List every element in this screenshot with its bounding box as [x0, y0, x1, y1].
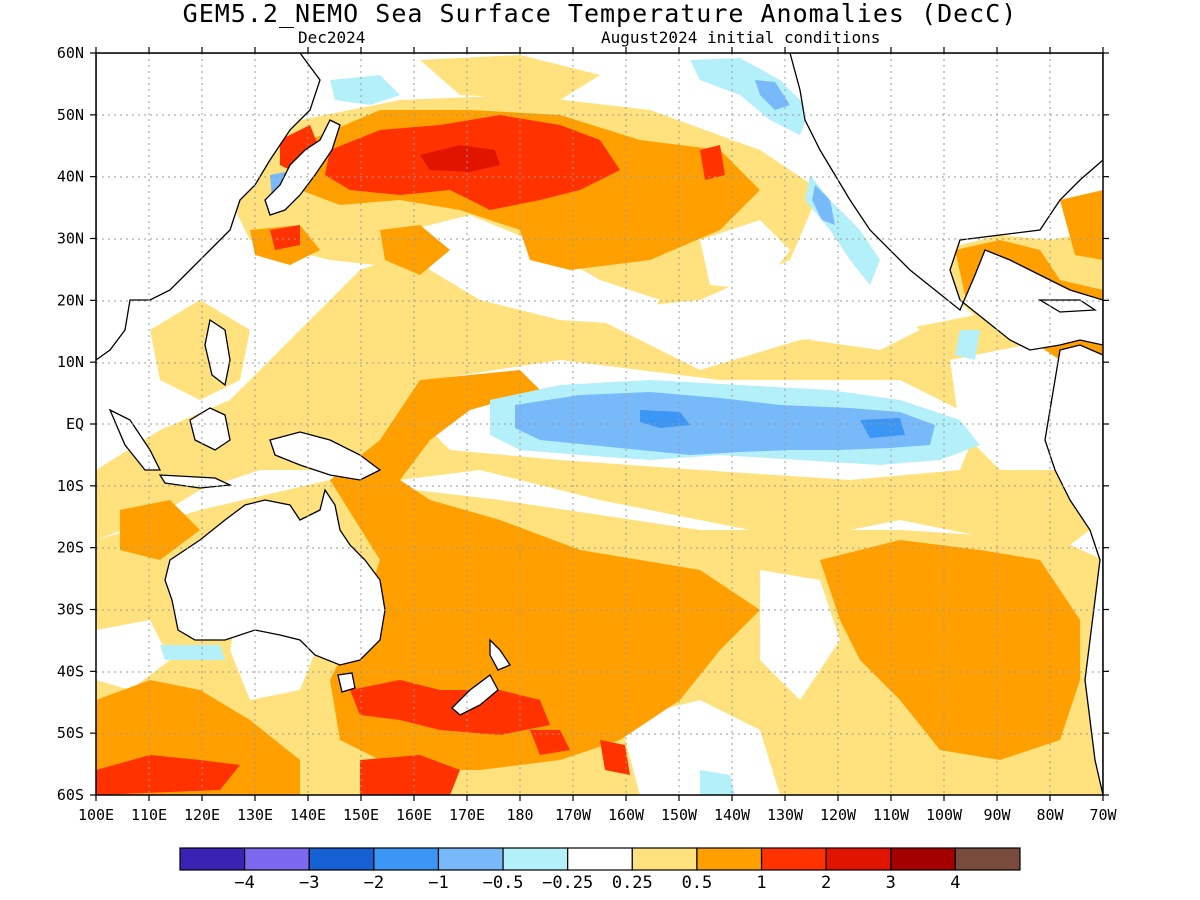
lon-label: 180: [506, 806, 533, 824]
colorbar-swatch: [631, 847, 698, 871]
anomaly-2-3: [420, 145, 500, 172]
japan: [264, 119, 341, 216]
chart-title: GEM5.2_NEMO Sea Surface Temperature Anom…: [182, 0, 1018, 28]
borneo: [189, 407, 231, 451]
anomaly-field: [96, 53, 1103, 795]
colorbar-label: 2: [821, 873, 831, 893]
colorbar-swatch: [308, 847, 375, 871]
colorbar-labels: −4 −3 −2 −1 −0.5 −0.25 0.25 0.5 1 2 3 4: [234, 873, 960, 893]
lat-label: 20S: [57, 539, 84, 557]
colorbar-swatch: [179, 847, 246, 871]
colorbar-label: 4: [950, 873, 960, 893]
continents: [96, 53, 1103, 795]
new-guinea: [269, 431, 382, 481]
lon-label: 90W: [983, 806, 1011, 824]
longitude-labels: 100E 110E 120E 130E 140E 150E 160E 170E 180 170W 1…: [78, 806, 1118, 824]
lat-label: 10N: [57, 353, 84, 371]
colorbar-label: −2: [364, 873, 384, 893]
lon-label: 70W: [1089, 806, 1117, 824]
lon-label: 170W: [555, 806, 592, 824]
new-zealand-north: [489, 638, 511, 671]
colorbar-swatch: [760, 847, 827, 871]
colorbar-swatch: [567, 847, 633, 871]
colorbar-swatch: [502, 847, 569, 871]
colorbar-swatch: [954, 847, 1021, 871]
colorbar-label: 0.25: [612, 873, 653, 893]
lat-label: 30S: [57, 601, 84, 619]
lon-label: 80W: [1036, 806, 1064, 824]
colorbar-swatch: [244, 847, 310, 871]
lon-label: 130E: [237, 806, 273, 824]
lon-label: 110W: [873, 806, 910, 824]
colorbar-label: −0.25: [542, 873, 593, 893]
colorbar-swatch: [890, 847, 956, 871]
lon-label: 140E: [290, 806, 326, 824]
colorbar-label: −3: [299, 873, 319, 893]
latitude-labels: 60N 50N 40N 30N 20N 10N EQ 10S 20S 30S 40S 50S 60S: [57, 44, 84, 804]
lon-label: 160E: [396, 806, 432, 824]
colorbar-swatch: [696, 847, 763, 871]
colorbar-label: 0.5: [682, 873, 713, 893]
forecast-month: Dec2024: [298, 28, 366, 47]
lat-label: 10S: [57, 477, 84, 495]
lon-label: 110E: [131, 806, 167, 824]
sumatra: [108, 408, 162, 471]
lat-label: 50N: [57, 106, 84, 124]
asia-mainland: [96, 53, 321, 361]
lat-label: 60N: [57, 44, 84, 62]
lon-label: 160W: [608, 806, 645, 824]
colorbar: [179, 847, 1021, 871]
lon-label: 170E: [449, 806, 485, 824]
new-zealand-south: [451, 674, 499, 716]
colorbar-label: −4: [234, 873, 254, 893]
tasmania: [337, 672, 356, 693]
lon-label: 150E: [343, 806, 379, 824]
lon-label: 100E: [78, 806, 114, 824]
colorbar-swatch: [437, 847, 504, 871]
lon-label: 140W: [714, 806, 751, 824]
anomaly-neg2-neg1: [640, 410, 905, 438]
north-america: [789, 53, 1103, 351]
anomaly-neg1-neg0p5: [270, 80, 935, 455]
lat-label: 60S: [57, 786, 84, 804]
colorbar-label: −1: [428, 873, 448, 893]
axis-ticks: [90, 47, 1109, 801]
colorbar-label: −0.5: [483, 873, 524, 893]
lat-label: 20N: [57, 291, 84, 309]
philippines: [204, 318, 231, 387]
lat-label: 40N: [57, 168, 84, 186]
lon-label: 130W: [767, 806, 804, 824]
colorbar-label: 1: [756, 873, 766, 893]
lon-label: 120W: [820, 806, 857, 824]
lat-label: 40S: [57, 662, 84, 680]
java: [158, 474, 233, 489]
grid-lines: [96, 53, 1103, 795]
cuba: [1037, 299, 1097, 313]
anomaly-1-2: [96, 115, 725, 795]
colorbar-swatch: [373, 847, 440, 871]
lat-label: EQ: [66, 415, 84, 433]
lon-label: 120E: [184, 806, 220, 824]
colorbar-label: 3: [886, 873, 896, 893]
lon-label: 100W: [926, 806, 963, 824]
lat-label: 50S: [57, 724, 84, 742]
initial-conditions: August2024 initial conditions: [601, 28, 881, 47]
australia: [164, 488, 386, 666]
lon-label: 150W: [661, 806, 698, 824]
lat-label: 30N: [57, 230, 84, 248]
colorbar-swatch: [825, 847, 892, 871]
